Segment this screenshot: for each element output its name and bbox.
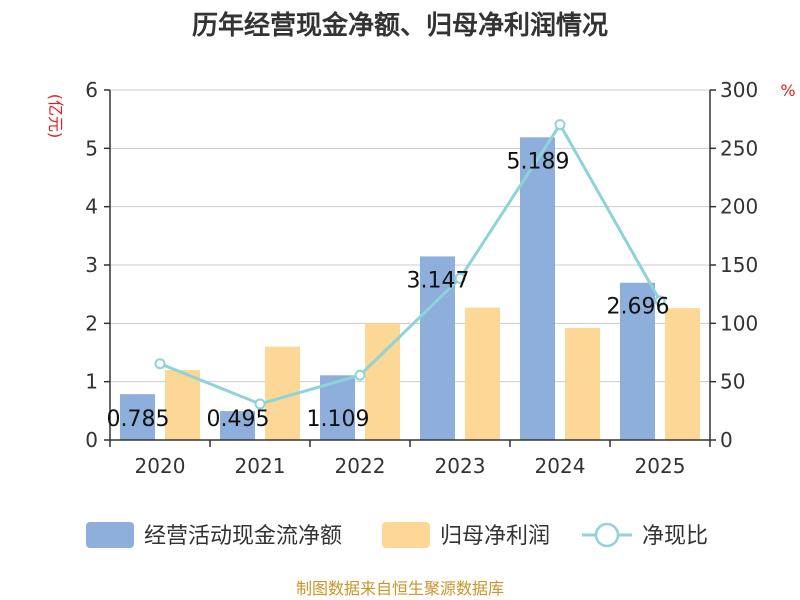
right-tick-label: 300 [720, 78, 758, 102]
data-labels: 0.785 0.495 1.109 3.147 5.189 2.696 [107, 149, 670, 432]
legend-label: 经营活动现金流净额 [144, 524, 342, 549]
ratio-point [554, 119, 566, 131]
data-label: 1.109 [307, 407, 370, 432]
bar-profit [465, 307, 500, 440]
axes: 0 1 2 3 4 5 6 0 50 100 150 200 250 300 2020 2021 2022 202… [85, 78, 758, 478]
legend-label: 净现比 [642, 524, 708, 549]
right-axis-unit: % [780, 81, 795, 100]
ratio-line-path [159, 121, 662, 406]
ratio-point [254, 398, 266, 410]
left-tick-label: 4 [85, 195, 98, 219]
data-label: 3.147 [407, 268, 470, 293]
ratio-point [154, 358, 166, 370]
source-note: 制图数据来自恒生聚源数据库 [296, 579, 504, 598]
bars [120, 137, 700, 440]
data-label: 0.785 [107, 407, 170, 432]
right-tick-label: 100 [720, 311, 758, 335]
right-tick-label: 150 [720, 253, 758, 277]
legend-swatch-cashflow [86, 522, 134, 548]
data-label: 2.696 [607, 295, 670, 320]
x-tick-label: 2024 [535, 454, 586, 478]
bar-cashflow [120, 394, 155, 440]
bar-cashflow [620, 282, 655, 440]
right-tick-label: 50 [720, 370, 745, 394]
left-tick-label: 5 [85, 136, 98, 160]
ratio-point [454, 272, 466, 284]
x-tick-label: 2023 [435, 454, 486, 478]
bar-profit [565, 328, 600, 440]
left-tick-label: 0 [85, 428, 98, 452]
grid-lines [110, 89, 710, 383]
left-axis-unit: (亿元) [46, 94, 65, 139]
x-tick-label: 2022 [335, 454, 386, 478]
bar-cashflow [520, 137, 555, 440]
legend-swatch-profit [382, 522, 430, 548]
legend: 经营活动现金流净额 归母净利润 净现比 [86, 522, 708, 549]
left-tick-label: 2 [85, 311, 98, 335]
right-tick-label: 250 [720, 136, 758, 160]
bar-cashflow [220, 411, 255, 440]
x-tick-label: 2025 [635, 454, 686, 478]
ratio-line [154, 119, 666, 410]
data-label: 0.495 [207, 407, 270, 432]
legend-swatch-ratio-marker [594, 522, 620, 548]
bar-profit [665, 308, 700, 440]
ratio-point [354, 369, 366, 381]
left-tick-label: 6 [85, 78, 98, 102]
right-tick-label: 0 [720, 428, 733, 452]
x-tick-label: 2021 [235, 454, 286, 478]
left-tick-label: 1 [85, 370, 98, 394]
bar-profit [165, 370, 200, 440]
x-tick-label: 2020 [135, 454, 186, 478]
legend-label: 归母净利润 [440, 524, 550, 549]
left-tick-label: 3 [85, 253, 98, 277]
data-label: 5.189 [507, 149, 570, 174]
ratio-point [654, 295, 666, 307]
right-tick-label: 200 [720, 195, 758, 219]
chart-title: 历年经营现金净额、归母净利润情况 [192, 10, 608, 41]
